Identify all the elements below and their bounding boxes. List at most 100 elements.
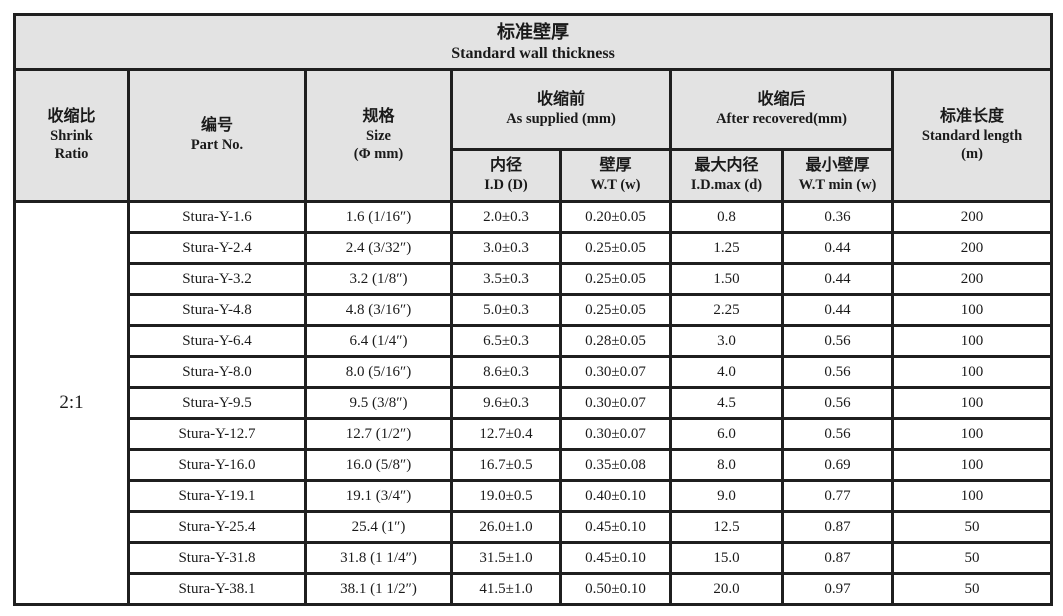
cell-id: 3.0±0.3 bbox=[450, 231, 562, 265]
cell-id-max: 15.0 bbox=[669, 541, 784, 575]
cell-wt: 0.45±0.10 bbox=[559, 510, 672, 544]
table-body: 2:1 Stura-Y-1.6 1.6 (1/16″) 2.0±0.3 0.20… bbox=[13, 200, 1054, 606]
cell-part-no: Stura-Y-38.1 bbox=[127, 572, 307, 606]
after-recovered-label-en: After recovered(mm) bbox=[716, 111, 847, 128]
cell-wt: 0.25±0.05 bbox=[559, 231, 672, 265]
cell-wt: 0.30±0.07 bbox=[559, 386, 672, 420]
table-row: Stura-Y-31.8 31.8 (1 1/4″) 31.5±1.0 0.45… bbox=[15, 541, 1054, 575]
cell-wt: 0.30±0.07 bbox=[559, 417, 672, 451]
cell-part-no: Stura-Y-6.4 bbox=[127, 324, 307, 358]
table-header: 标准壁厚 Standard wall thickness 收缩比 Shrink … bbox=[12, 13, 1054, 203]
id-max-label-en: I.D.max (d) bbox=[690, 177, 763, 194]
after-recovered-label-zh: 收缩后 bbox=[757, 91, 806, 109]
cell-size: 2.4 (3/32″) bbox=[304, 231, 453, 265]
shrink-ratio-label-zh: 收缩比 bbox=[47, 108, 96, 126]
cell-size: 8.0 (5/16″) bbox=[304, 355, 453, 389]
as-supplied-label-en: As supplied (mm) bbox=[506, 111, 616, 128]
table-row: Stura-Y-12.7 12.7 (1/2″) 12.7±0.4 0.30±0… bbox=[15, 417, 1054, 451]
size-label-unit: (Φ mm) bbox=[353, 145, 404, 162]
table-row: Stura-Y-38.1 38.1 (1 1/2″) 41.5±1.0 0.50… bbox=[15, 572, 1054, 606]
part-no-label-zh: 编号 bbox=[200, 117, 233, 135]
cell-wt-min: 0.77 bbox=[781, 479, 894, 513]
cell-id: 3.5±0.3 bbox=[450, 262, 562, 296]
cell-wt-min: 0.44 bbox=[781, 262, 894, 296]
table-title: 标准壁厚 Standard wall thickness bbox=[12, 13, 1054, 71]
cell-wt: 0.40±0.10 bbox=[559, 479, 672, 513]
id-max-label-zh: 最大内径 bbox=[694, 157, 759, 175]
cell-wt-min: 0.56 bbox=[781, 355, 894, 389]
cell-wt-min: 0.97 bbox=[781, 572, 894, 606]
cell-length: 100 bbox=[890, 479, 1054, 513]
cell-id-max: 3.0 bbox=[669, 324, 784, 358]
table-row: 2:1 Stura-Y-1.6 1.6 (1/16″) 2.0±0.3 0.20… bbox=[13, 200, 1054, 606]
standard-length-label-unit: (m) bbox=[961, 145, 983, 162]
header-sub-row: 内径 I.D (D) 壁厚 W.T (w) 最大内径 I.D.max (d) 最… bbox=[15, 148, 1052, 203]
cell-id-max: 2.25 bbox=[669, 293, 784, 327]
cell-part-no: Stura-Y-2.4 bbox=[127, 231, 307, 265]
cell-wt: 0.35±0.08 bbox=[559, 448, 672, 482]
cell-size: 16.0 (5/8″) bbox=[304, 448, 453, 482]
wt-min-label-zh: 最小壁厚 bbox=[805, 157, 870, 175]
cell-size: 1.6 (1/16″) bbox=[304, 200, 453, 234]
cell-wt: 0.25±0.05 bbox=[559, 262, 672, 296]
cell-id: 26.0±1.0 bbox=[450, 510, 562, 544]
cell-wt-min: 0.56 bbox=[781, 386, 894, 420]
cell-id-max: 4.0 bbox=[669, 355, 784, 389]
cell-wt: 0.30±0.07 bbox=[559, 355, 672, 389]
cell-wt-min: 0.36 bbox=[781, 200, 894, 234]
col-header-wt-min: 最小壁厚 W.T min (w) bbox=[781, 148, 894, 203]
col-group-after-recovered: 收缩后 After recovered(mm) bbox=[669, 68, 894, 151]
cell-length: 200 bbox=[890, 262, 1054, 296]
cell-length: 50 bbox=[890, 541, 1054, 575]
cell-id: 16.7±0.5 bbox=[450, 448, 562, 482]
cell-id: 6.5±0.3 bbox=[450, 324, 562, 358]
cell-id-max: 9.0 bbox=[669, 479, 784, 513]
cell-size: 9.5 (3/8″) bbox=[304, 386, 453, 420]
size-label-zh: 规格 bbox=[362, 108, 395, 126]
standard-wall-thickness-table: 标准壁厚 Standard wall thickness 收缩比 Shrink … bbox=[12, 13, 1054, 606]
cell-size: 38.1 (1 1/2″) bbox=[304, 572, 453, 606]
cell-wt-min: 0.87 bbox=[781, 510, 894, 544]
cell-wt-min: 0.69 bbox=[781, 448, 894, 482]
cell-part-no: Stura-Y-1.6 bbox=[127, 200, 307, 234]
cell-wt: 0.50±0.10 bbox=[559, 572, 672, 606]
cell-size: 6.4 (1/4″) bbox=[304, 324, 453, 358]
cell-id: 9.6±0.3 bbox=[450, 386, 562, 420]
col-header-wt: 壁厚 W.T (w) bbox=[559, 148, 672, 203]
cell-part-no: Stura-Y-16.0 bbox=[127, 448, 307, 482]
cell-id-max: 20.0 bbox=[669, 572, 784, 606]
cell-length: 100 bbox=[890, 324, 1054, 358]
cell-length: 100 bbox=[890, 448, 1054, 482]
cell-size: 12.7 (1/2″) bbox=[304, 417, 453, 451]
cell-id: 41.5±1.0 bbox=[450, 572, 562, 606]
cell-id-max: 8.0 bbox=[669, 448, 784, 482]
cell-part-no: Stura-Y-4.8 bbox=[127, 293, 307, 327]
cell-wt-min: 0.44 bbox=[781, 231, 894, 265]
cell-id: 12.7±0.4 bbox=[450, 417, 562, 451]
cell-id-max: 0.8 bbox=[669, 200, 784, 234]
cell-wt-min: 0.56 bbox=[781, 417, 894, 451]
standard-length-label-zh: 标准长度 bbox=[940, 108, 1005, 126]
cell-id: 19.0±0.5 bbox=[450, 479, 562, 513]
cell-size: 4.8 (3/16″) bbox=[304, 293, 453, 327]
cell-size: 3.2 (1/8″) bbox=[304, 262, 453, 296]
cell-id: 31.5±1.0 bbox=[450, 541, 562, 575]
table-row: Stura-Y-25.4 25.4 (1″) 26.0±1.0 0.45±0.1… bbox=[15, 510, 1054, 544]
cell-length: 200 bbox=[890, 200, 1054, 234]
cell-part-no: Stura-Y-3.2 bbox=[127, 262, 307, 296]
cell-part-no: Stura-Y-9.5 bbox=[127, 386, 307, 420]
table-row: Stura-Y-4.8 4.8 (3/16″) 5.0±0.3 0.25±0.0… bbox=[15, 293, 1054, 327]
wt-min-label-en: W.T min (w) bbox=[798, 177, 877, 194]
standard-length-label-en: Standard length bbox=[921, 128, 1023, 145]
cell-id-max: 6.0 bbox=[669, 417, 784, 451]
cell-part-no: Stura-Y-25.4 bbox=[127, 510, 307, 544]
cell-part-no: Stura-Y-12.7 bbox=[127, 417, 307, 451]
cell-wt: 0.25±0.05 bbox=[559, 293, 672, 327]
cell-id-max: 12.5 bbox=[669, 510, 784, 544]
cell-wt-min: 0.56 bbox=[781, 324, 894, 358]
shrink-ratio-value: 2:1 bbox=[13, 200, 130, 606]
cell-part-no: Stura-Y-19.1 bbox=[127, 479, 307, 513]
table-row: Stura-Y-6.4 6.4 (1/4″) 6.5±0.3 0.28±0.05… bbox=[15, 324, 1054, 358]
cell-size: 31.8 (1 1/4″) bbox=[304, 541, 453, 575]
wt-label-en: W.T (w) bbox=[590, 177, 641, 194]
